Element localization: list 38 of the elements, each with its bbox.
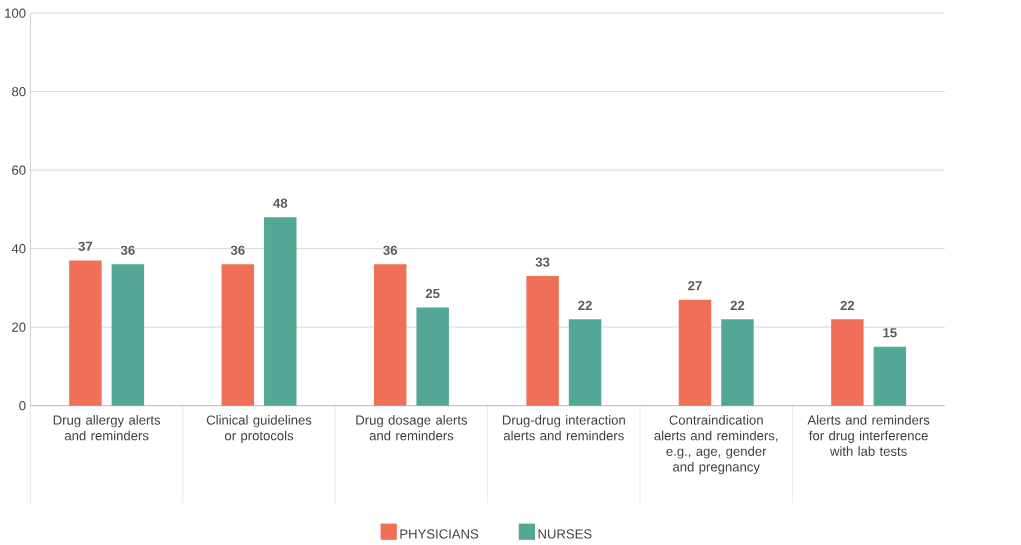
y-tick-label: 0: [19, 400, 26, 411]
x-tick-label: Alerts and reminders for drug interference with lab tests: [807, 414, 930, 456]
bar: [568, 319, 602, 406]
y-tick-label: 40: [11, 243, 26, 254]
y-tick-label: 80: [12, 86, 26, 97]
data-label: 36: [120, 245, 135, 255]
legend-label: PHYSICIANS: [400, 529, 479, 539]
bar: [873, 346, 907, 406]
y-tick-label: 20: [12, 322, 26, 332]
bar: [221, 264, 255, 406]
data-label: 33: [535, 257, 550, 267]
bar: [678, 299, 712, 406]
bar: [526, 275, 559, 406]
bar: [69, 260, 102, 406]
bar: [373, 264, 407, 406]
data-label: 15: [883, 328, 897, 338]
bar: [831, 319, 864, 406]
data-label: 22: [840, 300, 855, 310]
data-label: 36: [383, 245, 398, 255]
bar: [721, 319, 754, 406]
bar: [416, 307, 449, 406]
data-label: 48: [273, 198, 288, 208]
x-tick-label: Drug dosage alerts and reminders: [356, 414, 468, 441]
x-tick-label: Drug-drug interaction alerts and reminders: [502, 414, 625, 441]
x-tick-label: Drug allergy alerts and reminders: [53, 414, 161, 441]
data-label: 22: [730, 300, 745, 310]
bar: [111, 264, 145, 406]
bar: [264, 217, 297, 406]
y-tick-label: 100: [5, 8, 26, 18]
y-tick-label: 60: [12, 165, 26, 175]
x-tick-label: Contraindication alerts and reminders, e.g., age, gender and pregnancy: [654, 414, 778, 474]
data-label: 27: [688, 280, 702, 291]
data-label: 25: [425, 288, 440, 298]
data-label: 36: [230, 245, 245, 255]
data-label: 37: [78, 241, 93, 251]
legend-label: NURSES: [538, 529, 592, 539]
data-label: 22: [578, 300, 592, 310]
x-tick-label: Clinical guidelines or protocols: [206, 414, 312, 443]
